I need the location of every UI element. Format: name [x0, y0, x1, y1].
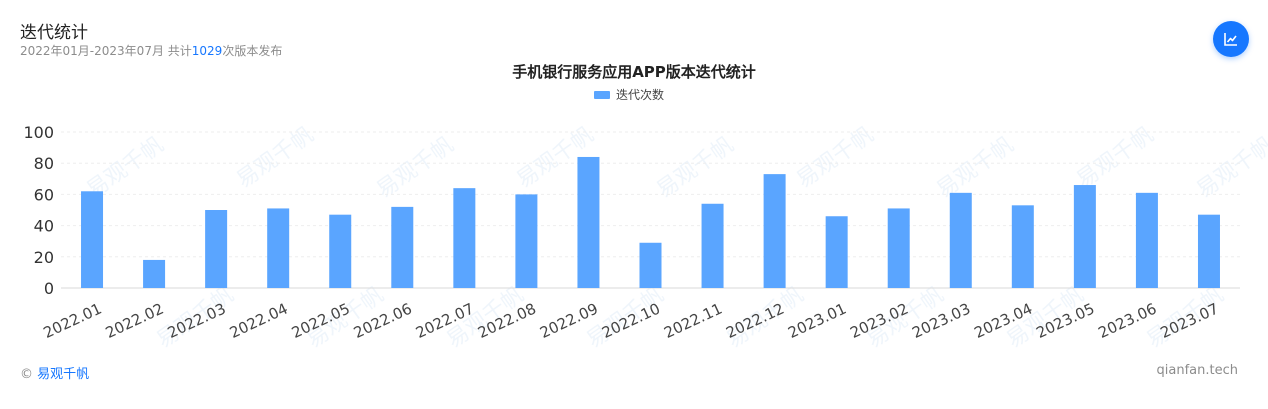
- chart-type-button[interactable]: [1213, 21, 1249, 57]
- y-tick-label: 60: [34, 185, 54, 204]
- bar[interactable]: [577, 156, 600, 288]
- y-tick-label: 40: [34, 217, 54, 236]
- x-tick-label: 2022.01: [41, 299, 105, 342]
- release-count: 1029: [191, 44, 223, 58]
- legend-swatch: [594, 90, 610, 99]
- bar[interactable]: [1011, 205, 1034, 288]
- chart-legend[interactable]: 迭代次数: [594, 86, 664, 103]
- footer-site[interactable]: qianfan.tech: [1156, 363, 1238, 378]
- x-tick-label: 2022.12: [723, 299, 787, 342]
- x-tick-label: 2022.05: [289, 299, 353, 342]
- bar[interactable]: [453, 188, 476, 288]
- x-tick-label: 2022.06: [351, 299, 415, 342]
- x-tick-label: 2023.04: [971, 299, 1035, 342]
- bar[interactable]: [1073, 185, 1096, 288]
- chart-title: 手机银行服务应用APP版本迭代统计: [512, 63, 756, 81]
- x-tick-label: 2022.04: [227, 299, 291, 342]
- bar[interactable]: [949, 192, 972, 288]
- x-tick-label: 2022.08: [475, 299, 539, 342]
- x-tick-label: 2022.11: [661, 299, 725, 342]
- bar[interactable]: [515, 194, 538, 288]
- footer-brand-name[interactable]: 易观千帆: [37, 367, 90, 382]
- bar[interactable]: [267, 208, 290, 288]
- y-tick-label: 100: [23, 123, 54, 142]
- bar[interactable]: [763, 174, 786, 288]
- subtitle-prefix: 2022年01月-2023年07月 共计: [20, 44, 192, 58]
- x-tick-label: 2022.09: [537, 299, 601, 342]
- page-title: 迭代统计: [20, 23, 88, 43]
- copyright-symbol: ©: [20, 367, 33, 382]
- x-tick-label: 2022.03: [165, 299, 229, 342]
- x-tick-label: 2023.07: [1158, 299, 1222, 342]
- y-tick-label: 0: [44, 279, 54, 298]
- bar[interactable]: [701, 203, 724, 288]
- x-tick-label: 2022.02: [103, 299, 167, 342]
- footer-brand: © 易观千帆: [20, 363, 89, 382]
- x-tick-label: 2023.01: [785, 299, 849, 342]
- x-tick-label: 2023.06: [1096, 299, 1160, 342]
- bar[interactable]: [639, 242, 662, 288]
- x-tick-label: 2022.10: [599, 299, 663, 342]
- x-tick-label: 2022.07: [413, 299, 477, 342]
- line-chart-icon: [1224, 33, 1237, 46]
- bar[interactable]: [1197, 214, 1220, 288]
- bar[interactable]: [825, 216, 848, 288]
- bar[interactable]: [391, 206, 414, 288]
- y-tick-label: 20: [34, 248, 54, 267]
- x-tick-label: 2023.05: [1033, 299, 1097, 342]
- bar[interactable]: [329, 214, 352, 288]
- legend-label: 迭代次数: [616, 88, 665, 102]
- y-tick-label: 80: [34, 154, 54, 173]
- x-tick-label: 2023.02: [847, 299, 911, 342]
- page-subtitle: 2022年01月-2023年07月 共计1029次版本发布: [20, 42, 282, 59]
- subtitle-suffix: 次版本发布: [222, 44, 283, 58]
- bar[interactable]: [81, 191, 104, 288]
- bar[interactable]: [143, 259, 166, 288]
- x-tick-label: 2023.03: [909, 299, 973, 342]
- bar[interactable]: [205, 210, 228, 288]
- bar[interactable]: [1135, 192, 1158, 288]
- bar[interactable]: [887, 208, 910, 288]
